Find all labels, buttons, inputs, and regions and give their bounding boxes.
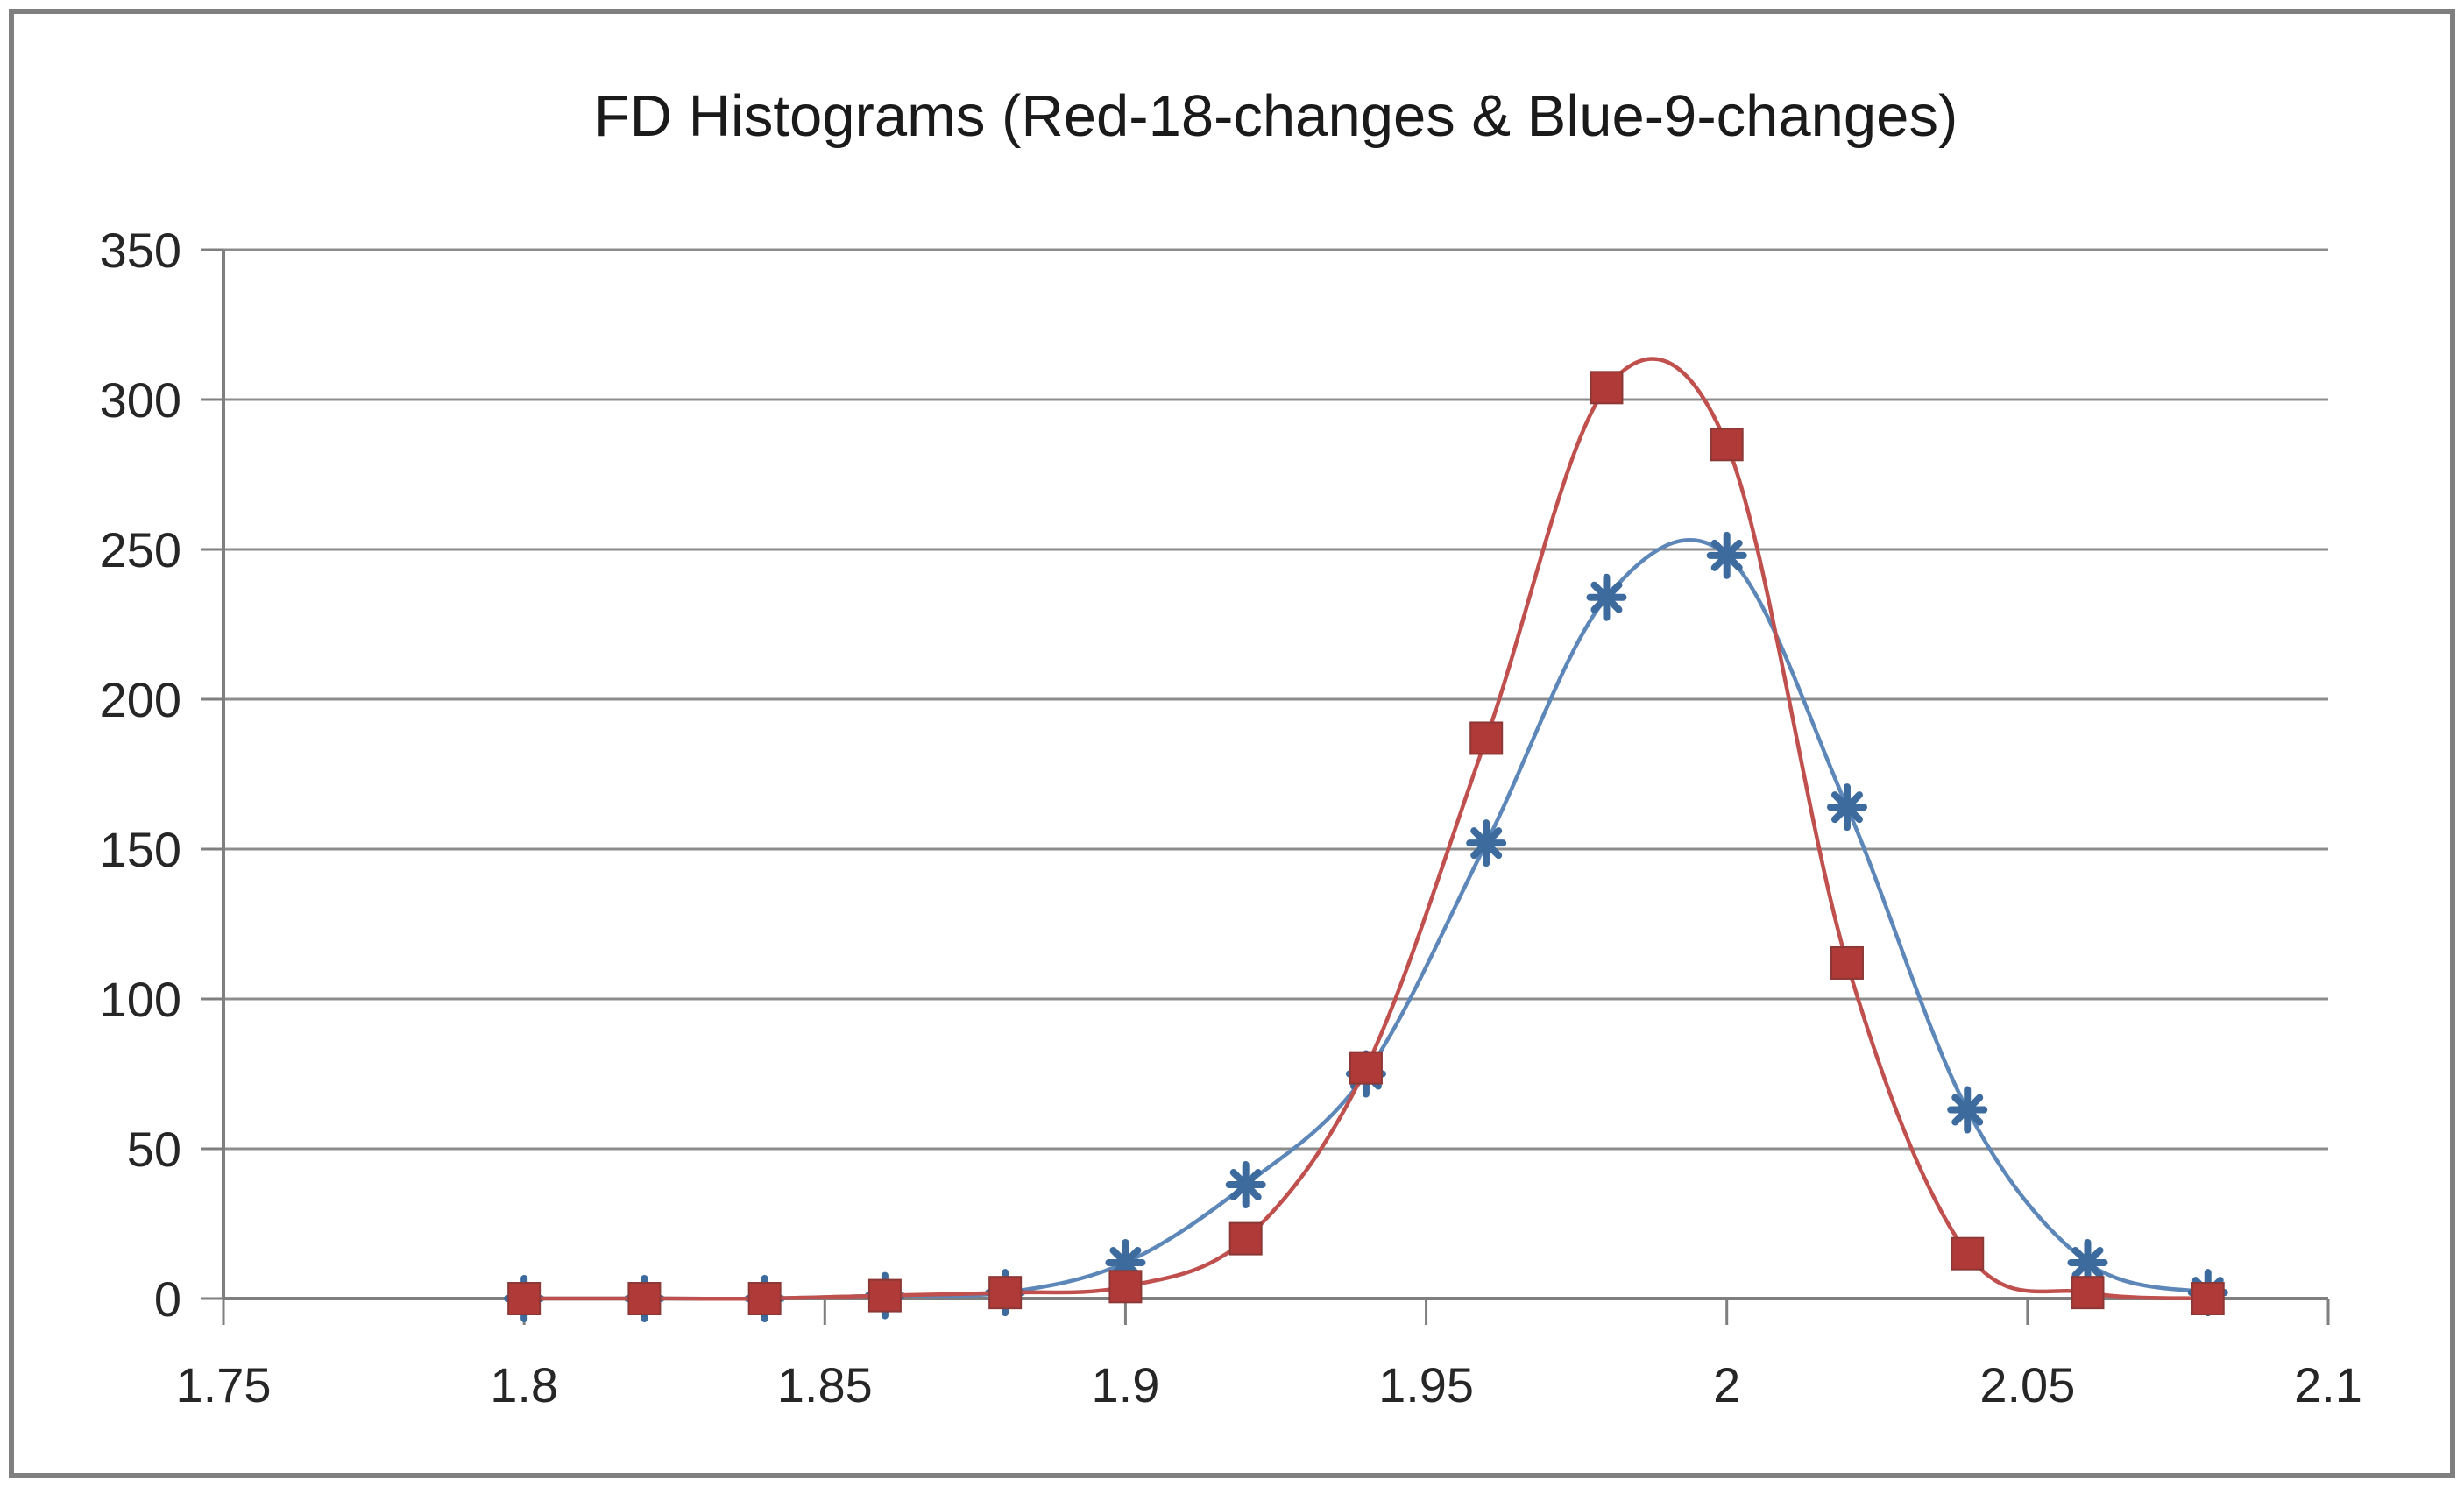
star-arm-3 [1951, 1094, 1984, 1126]
y-tick-label-0: 0 [154, 1271, 181, 1327]
marker-red-18-changes-x1.86 [867, 1278, 902, 1313]
y-tick-label-150: 150 [100, 822, 181, 877]
marker-red-18-changes-x2.06 [2071, 1276, 2105, 1310]
star-arm-3 [1830, 791, 1863, 824]
marker-blue-9-changes-x1.98 [1586, 573, 1627, 621]
marker-red-18-changes-x2.08 [2191, 1282, 2225, 1315]
marker-blue-9-changes-x1.92 [1225, 1161, 1266, 1209]
chart-frame-border [9, 9, 2455, 1478]
marker-red-18-changes-x1.82 [627, 1282, 662, 1315]
marker-blue-9-changes-x2 [1706, 531, 1747, 579]
x-tick-label-1.9: 1.9 [1091, 1357, 1159, 1413]
x-tick-label-2: 2 [1713, 1357, 1740, 1413]
y-tick-label-100: 100 [100, 972, 181, 1027]
y-tick-label-350: 350 [100, 223, 181, 278]
x-tick-label-2.1: 2.1 [2294, 1357, 2362, 1413]
marker-red-18-changes-x2.04 [1951, 1236, 1985, 1271]
marker-red-18-changes-x1.92 [1228, 1221, 1263, 1256]
marker-blue-9-changes-x1.96 [1466, 819, 1507, 867]
star-arm-3 [1229, 1169, 1262, 1201]
x-tick-label-2.05: 2.05 [1979, 1357, 2075, 1413]
y-tick-label-300: 300 [100, 372, 181, 428]
marker-red-18-changes-x1.98 [1590, 371, 1624, 405]
star-arm-3 [1470, 827, 1503, 860]
marker-blue-9-changes-x2.04 [1947, 1086, 1988, 1134]
marker-red-18-changes-x2.02 [1830, 945, 1864, 980]
star-arm-3 [1710, 539, 1743, 571]
marker-red-18-changes-x2 [1710, 428, 1744, 462]
x-tick-label-1.8: 1.8 [490, 1357, 558, 1413]
marker-red-18-changes-x1.96 [1469, 721, 1504, 755]
marker-red-18-changes-x1.84 [747, 1282, 782, 1315]
marker-red-18-changes-x1.9 [1108, 1270, 1143, 1304]
y-tick-label-50: 50 [127, 1122, 181, 1177]
chart-title: FD Histograms (Red-18-changes & Blue-9-c… [594, 83, 1958, 149]
marker-red-18-changes-x1.94 [1349, 1051, 1383, 1085]
y-tick-label-250: 250 [100, 522, 181, 577]
y-tick-label-200: 200 [100, 672, 181, 727]
star-arm-3 [1590, 581, 1623, 613]
x-tick-label-1.75: 1.75 [176, 1357, 272, 1413]
marker-red-18-changes-x1.8 [507, 1282, 542, 1315]
x-tick-label-1.85: 1.85 [777, 1357, 873, 1413]
tick-labels-layer: 0 50 100 150 200 250 300 350 1.75 1.8 1.85 1.9 1.95 2… [100, 223, 2362, 1413]
marker-blue-9-changes-x2.02 [1826, 783, 1867, 832]
series-layer [504, 357, 2228, 1322]
star-arm-3 [2071, 1246, 2104, 1278]
x-tick-label-1.95: 1.95 [1378, 1357, 1474, 1413]
marker-red-18-changes-x1.88 [988, 1276, 1023, 1310]
